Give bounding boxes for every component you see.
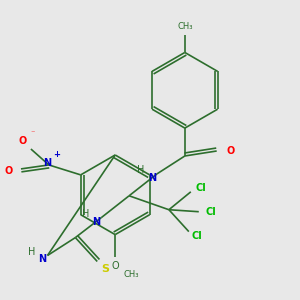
Text: N: N xyxy=(43,158,51,168)
Text: H: H xyxy=(28,247,35,256)
Text: ⁻: ⁻ xyxy=(31,129,35,138)
Text: O: O xyxy=(5,166,13,176)
Text: H: H xyxy=(82,209,89,219)
Text: N: N xyxy=(92,217,100,227)
Text: S: S xyxy=(101,264,109,274)
Text: Cl: Cl xyxy=(191,231,202,241)
Text: O: O xyxy=(19,136,27,146)
Text: O: O xyxy=(226,146,235,156)
Text: N: N xyxy=(38,254,46,265)
Text: O: O xyxy=(111,262,119,272)
Text: CH₃: CH₃ xyxy=(123,270,139,279)
Text: CH₃: CH₃ xyxy=(177,22,193,31)
Text: Cl: Cl xyxy=(205,207,216,217)
Text: +: + xyxy=(53,151,60,160)
Text: H: H xyxy=(137,165,145,175)
Text: Cl: Cl xyxy=(195,183,206,193)
Text: N: N xyxy=(148,173,156,183)
